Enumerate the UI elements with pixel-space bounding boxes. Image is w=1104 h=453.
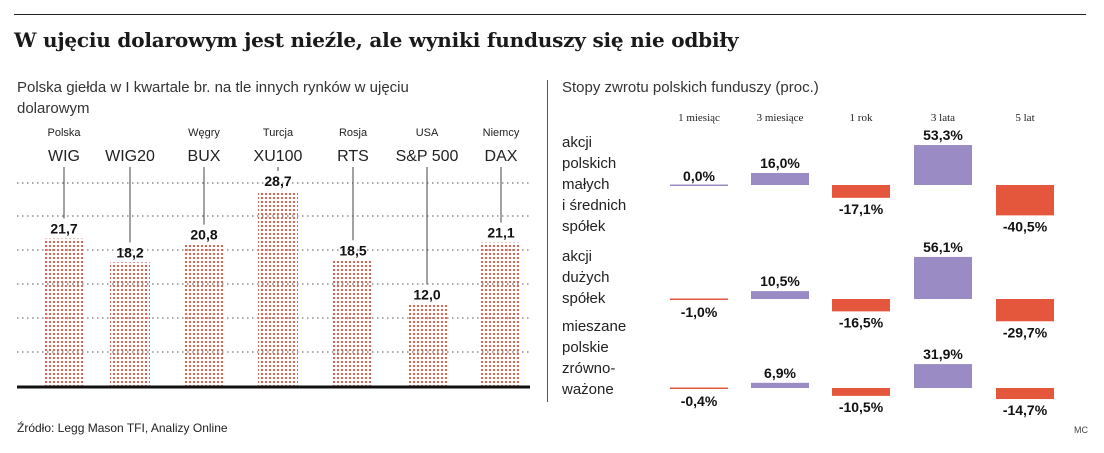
return-value-label: 6,9% — [764, 365, 796, 381]
return-bar — [914, 256, 972, 299]
index-label: RTS — [337, 148, 369, 165]
return-value-label: 16,0% — [760, 155, 800, 171]
country-label: Polska — [47, 127, 81, 139]
return-bar — [670, 298, 728, 300]
top-rule — [14, 14, 1086, 15]
bar — [110, 262, 150, 386]
column-header: 1 rok — [850, 112, 873, 124]
row-label: mieszane — [562, 318, 626, 335]
return-value-label: -1,0% — [681, 304, 718, 320]
country-label: Turcja — [263, 127, 294, 139]
index-label: DAX — [485, 148, 518, 165]
return-bar — [670, 387, 728, 389]
return-value-label: -10,5% — [839, 399, 884, 415]
row-label: i średnich — [562, 197, 626, 214]
row-label: zrówno- — [562, 360, 615, 377]
index-label: XU100 — [254, 148, 303, 165]
return-bar — [996, 185, 1054, 216]
return-bar — [914, 364, 972, 388]
panel-divider — [547, 80, 548, 402]
return-bar — [996, 299, 1054, 322]
bar-value-label: 18,5 — [339, 242, 366, 258]
column-header: 1 miesiąc — [678, 112, 720, 124]
right-chart-subtitle: Stopy zwrotu polskich funduszy (proc.) — [562, 79, 819, 96]
return-value-label: -16,5% — [839, 314, 884, 330]
bar-value-label: 12,0 — [413, 286, 440, 302]
row-label: dużych — [562, 269, 610, 286]
index-label: BUX — [188, 148, 221, 165]
bar-value-label: 21,1 — [487, 225, 514, 241]
bar-value-label: 28,7 — [264, 173, 291, 189]
index-label: WIG — [48, 148, 80, 165]
source-note: Źródło: Legg Mason TFI, Analizy Online — [17, 421, 228, 435]
return-value-label: -14,7% — [1003, 402, 1048, 418]
country-label: USA — [416, 127, 439, 139]
credit-initials: MC — [1074, 425, 1088, 435]
row-label: polskich — [562, 155, 616, 172]
row-label: małych — [562, 176, 610, 193]
bar — [333, 260, 373, 386]
country-label: Niemcy — [483, 127, 520, 139]
row-label: ważone — [561, 381, 614, 398]
return-bar — [751, 173, 809, 185]
return-value-label: 0,0% — [683, 168, 715, 184]
return-value-label: 56,1% — [923, 239, 963, 255]
return-value-label: -17,1% — [839, 201, 884, 217]
return-value-label: 31,9% — [923, 346, 963, 362]
index-label: WIG20 — [105, 148, 155, 165]
return-bar — [914, 145, 972, 185]
return-value-label: -0,4% — [681, 393, 718, 409]
bar — [407, 304, 447, 386]
bar — [481, 242, 521, 386]
bar-value-label: 21,7 — [50, 221, 77, 237]
market-index-bar-chart: Polska WIG 21,7 WIG20 18,2 Węgry BUX 20,8 Turcja… — [17, 127, 530, 389]
return-bar — [751, 382, 809, 388]
row-label: polskie — [562, 339, 609, 356]
row-label: akcji — [562, 134, 592, 151]
bar — [44, 238, 84, 386]
column-header: 3 miesiące — [757, 112, 804, 124]
country-label: Węgry — [188, 127, 220, 139]
return-value-label: -40,5% — [1003, 218, 1048, 234]
return-value-label: 53,3% — [923, 127, 963, 143]
bar — [258, 191, 298, 386]
row-label: akcji — [562, 248, 592, 265]
column-header: 5 lat — [1015, 112, 1034, 124]
page-title: W ujęciu dolarowym jest nieźle, ale wyni… — [14, 28, 739, 52]
return-bar — [996, 388, 1054, 400]
row-label: spółek — [562, 218, 606, 235]
return-value-label: 10,5% — [760, 273, 800, 289]
return-bar — [751, 291, 809, 299]
return-bar — [670, 184, 728, 186]
return-bar — [832, 299, 890, 312]
return-value-label: -29,7% — [1003, 324, 1048, 340]
return-bar — [832, 388, 890, 396]
bar-value-label: 20,8 — [190, 227, 217, 243]
row-label: spółek — [562, 290, 606, 307]
index-label: S&P 500 — [396, 148, 459, 165]
column-header: 3 lata — [931, 112, 955, 124]
bar — [184, 244, 224, 386]
bar-value-label: 18,2 — [116, 244, 143, 260]
return-bar — [832, 185, 890, 198]
left-chart-subtitle: Polska giełda w I kwartale br. na tle in… — [17, 79, 409, 117]
country-label: Rosja — [339, 127, 368, 139]
fund-returns-bar-chart: 1 miesiąc 3 miesiące 1 rok 3 lata 5 lat akcji… — [561, 112, 1054, 418]
